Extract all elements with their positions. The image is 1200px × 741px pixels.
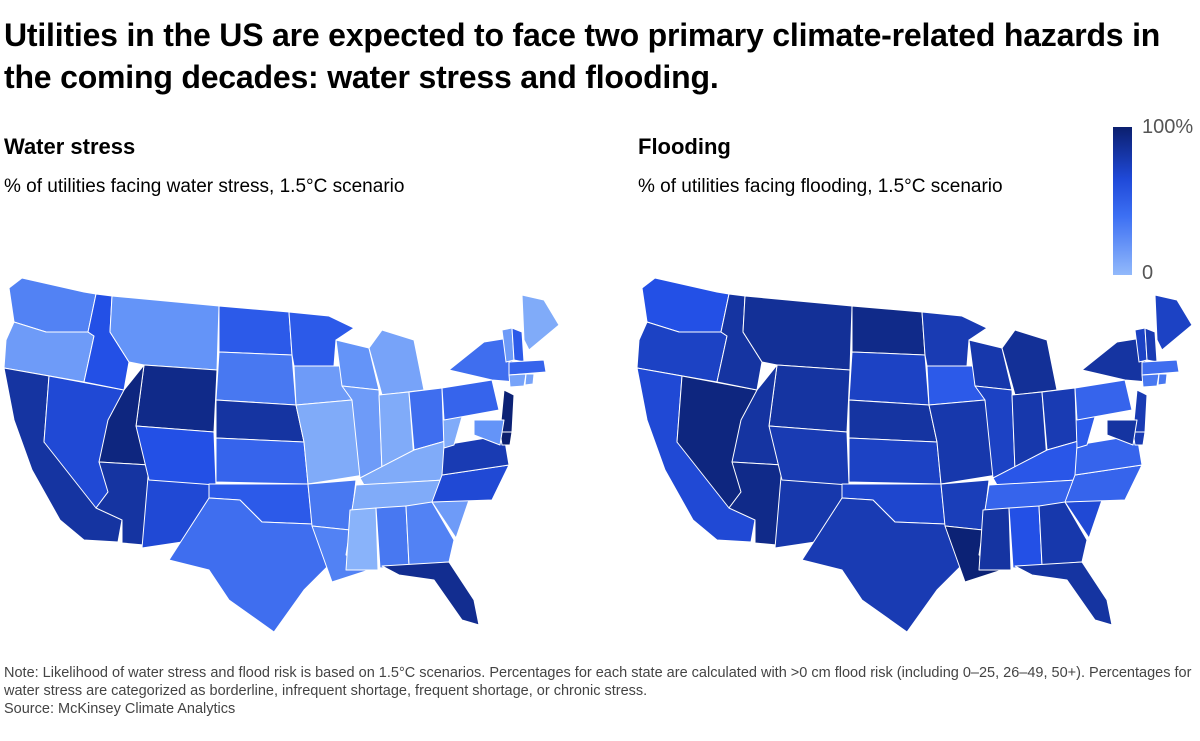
water-state-nd xyxy=(218,305,293,356)
legend-gradient-bar xyxy=(1113,127,1132,275)
flood-state-ks xyxy=(848,437,942,485)
water-state-ga xyxy=(405,501,455,566)
flood-state-al xyxy=(1008,505,1043,569)
flood-state-ri xyxy=(1157,373,1168,386)
source-text: Source: McKinsey Climate Analytics xyxy=(4,701,236,717)
page-title: Utilities in the US are expected to face… xyxy=(4,17,1161,95)
water-state-me xyxy=(521,294,560,351)
water-state-mn xyxy=(288,311,355,367)
flood-state-wy xyxy=(768,364,851,433)
flood-state-ms xyxy=(978,507,1012,571)
flood-state-tx xyxy=(801,497,966,633)
flood-state-ma xyxy=(1141,359,1180,376)
water-state-sd xyxy=(215,351,297,406)
water-state-md xyxy=(473,419,505,446)
water-state-ms xyxy=(345,507,379,571)
flooding-subtitle: % of utilities facing flooding, 1.5°C sc… xyxy=(638,176,1003,197)
water-state-mi xyxy=(368,329,425,396)
water-state-mo xyxy=(295,399,365,485)
water-stress-map xyxy=(3,277,560,633)
flood-state-nd xyxy=(851,305,926,356)
flood-state-ga xyxy=(1038,501,1088,566)
legend-max-label: 100% xyxy=(1142,116,1194,138)
flood-state-mi xyxy=(1001,329,1058,396)
water-state-co xyxy=(135,425,217,486)
flood-state-fl xyxy=(1014,561,1113,626)
water-state-wa xyxy=(8,277,97,333)
water-state-pa xyxy=(441,379,500,421)
flood-state-wa xyxy=(641,277,730,333)
flood-state-md xyxy=(1106,419,1138,446)
footnotes: Note: Likelihood of water stress and flo… xyxy=(4,664,1194,718)
legend-min-label: 0 xyxy=(1142,262,1154,284)
flood-state-sd xyxy=(848,351,930,406)
flood-state-nh xyxy=(1144,327,1158,363)
water-state-nh xyxy=(511,327,525,363)
water-state-ma xyxy=(508,359,547,376)
water-state-fl xyxy=(381,561,480,626)
note-text: Note: Likelihood of water stress and flo… xyxy=(4,665,1192,699)
flood-state-me xyxy=(1154,294,1193,351)
water-state-ct xyxy=(508,373,527,388)
flood-state-de xyxy=(1132,431,1146,446)
flood-state-ne xyxy=(848,399,938,443)
flooding-map xyxy=(636,277,1193,633)
water-state-wy xyxy=(135,364,218,433)
water-state-ne xyxy=(215,399,305,443)
water-state-al xyxy=(375,505,410,569)
flooding-title: Flooding xyxy=(638,134,731,159)
water-state-tx xyxy=(168,497,333,633)
water-state-ks xyxy=(215,437,309,485)
flood-state-mo xyxy=(928,399,998,485)
flood-state-co xyxy=(768,425,850,486)
flood-state-pa xyxy=(1074,379,1133,421)
water-state-ri xyxy=(524,373,535,386)
water-stress-subtitle: % of utilities facing water stress, 1.5°… xyxy=(4,176,405,197)
water-stress-title: Water stress xyxy=(4,134,136,159)
flood-state-ct xyxy=(1141,373,1160,388)
water-state-de xyxy=(499,431,513,446)
flood-state-mn xyxy=(921,311,988,367)
